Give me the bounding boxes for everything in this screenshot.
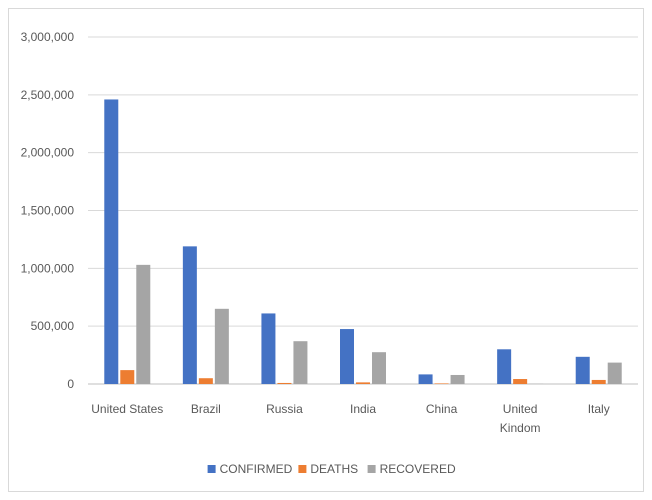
- bar-confirmed: [182, 246, 197, 384]
- y-tick-label: 1,000,000: [21, 261, 75, 275]
- bar-deaths: [356, 382, 370, 384]
- legend-swatch-deaths: [298, 465, 307, 473]
- legend-label-recovered: RECOVERED: [380, 462, 456, 476]
- bar-confirmed: [340, 329, 354, 384]
- x-tick-label: India: [350, 402, 376, 416]
- bar-deaths: [434, 383, 449, 384]
- bar-recovered: [607, 362, 622, 384]
- bar-confirmed: [418, 374, 433, 384]
- bar-recovered: [136, 264, 151, 384]
- bar-recovered: [293, 341, 308, 384]
- bar-confirmed: [575, 356, 590, 384]
- y-tick-label: 3,000,000: [21, 30, 75, 44]
- x-tick-label: United Kindom: [500, 402, 541, 435]
- bar-recovered: [214, 308, 229, 384]
- bar-deaths: [277, 382, 292, 384]
- bar-deaths: [591, 379, 606, 384]
- legend-swatch-confirmed: [207, 465, 216, 473]
- bar-deaths: [198, 378, 213, 384]
- x-tick-label: Russia: [266, 402, 303, 416]
- bar-confirmed: [497, 349, 512, 384]
- y-tick-label: 0: [67, 377, 74, 391]
- legend-label-deaths: DEATHS: [310, 462, 358, 476]
- x-tick-label: Brazil: [191, 402, 221, 416]
- bar-confirmed: [261, 313, 276, 384]
- x-tick-label: Italy: [588, 402, 610, 416]
- legend-label-confirmed: CONFIRMED: [220, 462, 293, 476]
- bar-deaths: [120, 370, 135, 384]
- legend-swatch-recovered: [367, 465, 376, 473]
- bar-confirmed: [104, 99, 119, 385]
- y-tick-label: 2,000,000: [21, 146, 75, 160]
- x-tick-label: China: [426, 402, 458, 416]
- bar-recovered: [450, 374, 465, 384]
- y-tick-label: 500,000: [31, 319, 75, 333]
- bar-deaths: [513, 379, 528, 384]
- x-tick-label: United States: [91, 402, 163, 416]
- y-tick-label: 2,500,000: [21, 88, 75, 102]
- y-tick-label: 1,500,000: [21, 204, 75, 218]
- bar-recovered: [372, 352, 386, 384]
